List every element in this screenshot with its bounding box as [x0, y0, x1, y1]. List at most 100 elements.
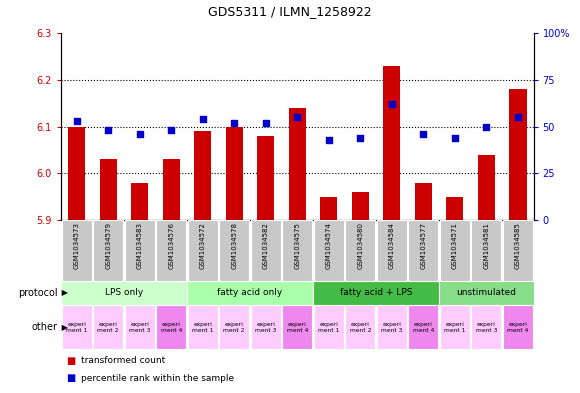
Bar — [187, 281, 313, 305]
Bar — [156, 220, 186, 281]
Bar — [61, 281, 187, 305]
Bar — [125, 220, 155, 281]
Text: experi
ment 4: experi ment 4 — [412, 322, 434, 332]
Bar — [503, 305, 533, 349]
Text: GDS5311 / ILMN_1258922: GDS5311 / ILMN_1258922 — [208, 5, 372, 18]
Bar — [471, 305, 502, 349]
Bar — [471, 220, 502, 281]
Text: ▶: ▶ — [59, 288, 68, 297]
Text: GSM1034584: GSM1034584 — [389, 222, 395, 269]
Bar — [376, 220, 407, 281]
Text: experi
ment 4: experi ment 4 — [287, 322, 308, 332]
Point — [230, 120, 239, 126]
Bar — [219, 305, 249, 349]
Point — [513, 114, 523, 121]
Point — [419, 131, 428, 137]
Bar — [194, 131, 211, 220]
Bar — [345, 220, 375, 281]
Bar — [503, 220, 533, 281]
Text: GSM1034571: GSM1034571 — [452, 222, 458, 269]
Point — [198, 116, 208, 122]
Bar — [93, 305, 124, 349]
Text: experi
ment 1: experi ment 1 — [444, 322, 466, 332]
Text: experi
ment 4: experi ment 4 — [507, 322, 528, 332]
Text: experi
ment 2: experi ment 2 — [223, 322, 245, 332]
Bar — [289, 108, 306, 220]
Text: experi
ment 3: experi ment 3 — [476, 322, 497, 332]
Bar — [125, 305, 155, 349]
Text: percentile rank within the sample: percentile rank within the sample — [81, 374, 234, 382]
Bar — [314, 220, 344, 281]
Point — [387, 101, 396, 107]
Bar — [251, 220, 281, 281]
Text: LPS only: LPS only — [105, 288, 143, 297]
Text: unstimulated: unstimulated — [456, 288, 516, 297]
Point — [166, 127, 176, 134]
Text: GSM1034578: GSM1034578 — [231, 222, 237, 269]
Bar — [187, 305, 218, 349]
Text: GSM1034575: GSM1034575 — [294, 222, 300, 269]
Bar — [351, 192, 369, 220]
Text: GSM1034583: GSM1034583 — [137, 222, 143, 269]
Bar — [282, 305, 313, 349]
Text: experi
ment 2: experi ment 2 — [350, 322, 371, 332]
Bar — [61, 220, 92, 281]
Point — [450, 135, 459, 141]
Bar — [219, 220, 249, 281]
Point — [356, 135, 365, 141]
Point — [72, 118, 81, 124]
Bar — [408, 220, 438, 281]
Bar — [313, 281, 439, 305]
Point — [324, 137, 334, 143]
Text: protocol: protocol — [19, 288, 58, 298]
Text: GSM1034580: GSM1034580 — [357, 222, 363, 269]
Text: experi
ment 3: experi ment 3 — [381, 322, 403, 332]
Text: experi
ment 2: experi ment 2 — [97, 322, 119, 332]
Bar — [131, 183, 148, 220]
Text: GSM1034574: GSM1034574 — [326, 222, 332, 269]
Text: other: other — [32, 322, 58, 332]
Point — [135, 131, 144, 137]
Text: ▶: ▶ — [59, 323, 68, 332]
Text: ■: ■ — [67, 356, 79, 366]
Bar — [439, 281, 534, 305]
Bar — [478, 155, 495, 220]
Bar — [320, 197, 338, 220]
Bar — [446, 197, 463, 220]
Bar — [100, 160, 117, 220]
Text: GSM1034582: GSM1034582 — [263, 222, 269, 269]
Bar — [314, 305, 344, 349]
Bar — [282, 220, 313, 281]
Point — [292, 114, 302, 121]
Bar — [68, 127, 85, 220]
Text: GSM1034581: GSM1034581 — [483, 222, 490, 269]
Bar — [345, 305, 375, 349]
Bar — [187, 220, 218, 281]
Text: GSM1034577: GSM1034577 — [420, 222, 426, 269]
Text: GSM1034579: GSM1034579 — [105, 222, 111, 269]
Bar — [440, 305, 470, 349]
Text: fatty acid + LPS: fatty acid + LPS — [340, 288, 412, 297]
Bar — [251, 305, 281, 349]
Text: GSM1034576: GSM1034576 — [168, 222, 174, 269]
Text: transformed count: transformed count — [81, 356, 165, 365]
Bar — [162, 160, 180, 220]
Text: experi
ment 1: experi ment 1 — [192, 322, 213, 332]
Point — [261, 120, 270, 126]
Bar — [415, 183, 432, 220]
Bar — [226, 127, 243, 220]
Bar — [440, 220, 470, 281]
Text: experi
ment 4: experi ment 4 — [161, 322, 182, 332]
Text: ■: ■ — [67, 373, 79, 383]
Bar — [156, 305, 186, 349]
Text: fatty acid only: fatty acid only — [218, 288, 282, 297]
Bar — [376, 305, 407, 349]
Text: experi
ment 3: experi ment 3 — [129, 322, 150, 332]
Text: GSM1034573: GSM1034573 — [74, 222, 79, 269]
Bar — [93, 220, 124, 281]
Text: GSM1034585: GSM1034585 — [515, 222, 521, 269]
Bar — [61, 305, 92, 349]
Point — [103, 127, 113, 134]
Text: GSM1034572: GSM1034572 — [200, 222, 206, 269]
Text: experi
ment 1: experi ment 1 — [66, 322, 88, 332]
